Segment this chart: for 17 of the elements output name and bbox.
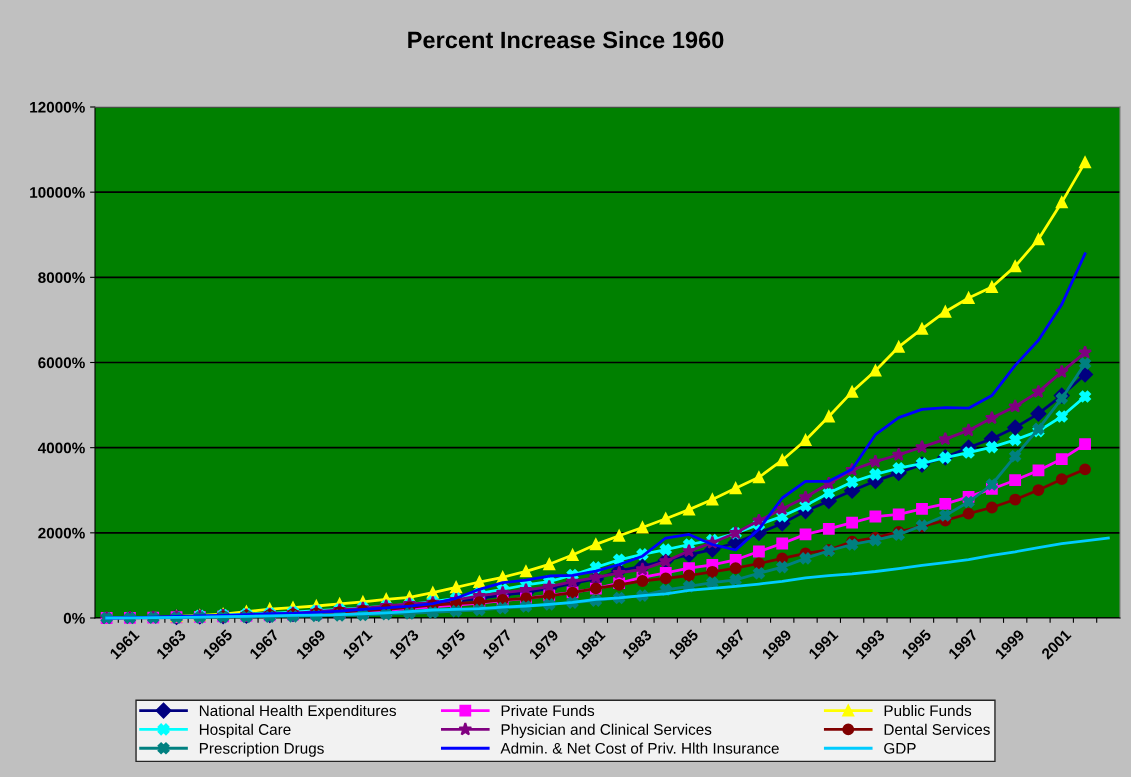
chart-title: Percent Increase Since 1960 bbox=[408, 31, 724, 49]
y-tick-label: 12000% bbox=[30, 101, 85, 113]
legend-label: GDP bbox=[884, 742, 916, 754]
y-tick-label: 4000% bbox=[37, 442, 85, 454]
y-tick-label: 8000% bbox=[38, 272, 85, 284]
legend-label: Private Funds bbox=[501, 704, 595, 717]
y-tick-label: 10000% bbox=[30, 187, 85, 198]
legend-label: Prescription Drugs bbox=[199, 742, 324, 757]
legend-label: Dental Services bbox=[884, 723, 990, 735]
y-tick-label: 0% bbox=[63, 612, 85, 624]
y-tick-label: 6000% bbox=[38, 357, 85, 369]
legend-label: Hospital Care bbox=[199, 723, 291, 738]
legend-label: Physician and Clinical Services bbox=[501, 723, 712, 738]
legend-label: Admin. & Net Cost of Priv. Hlth Insurance bbox=[500, 742, 779, 754]
y-tick-label: 2000% bbox=[38, 527, 85, 539]
legend-label: National Health Expenditures bbox=[199, 704, 397, 720]
legend-label: Public Funds bbox=[884, 704, 972, 717]
